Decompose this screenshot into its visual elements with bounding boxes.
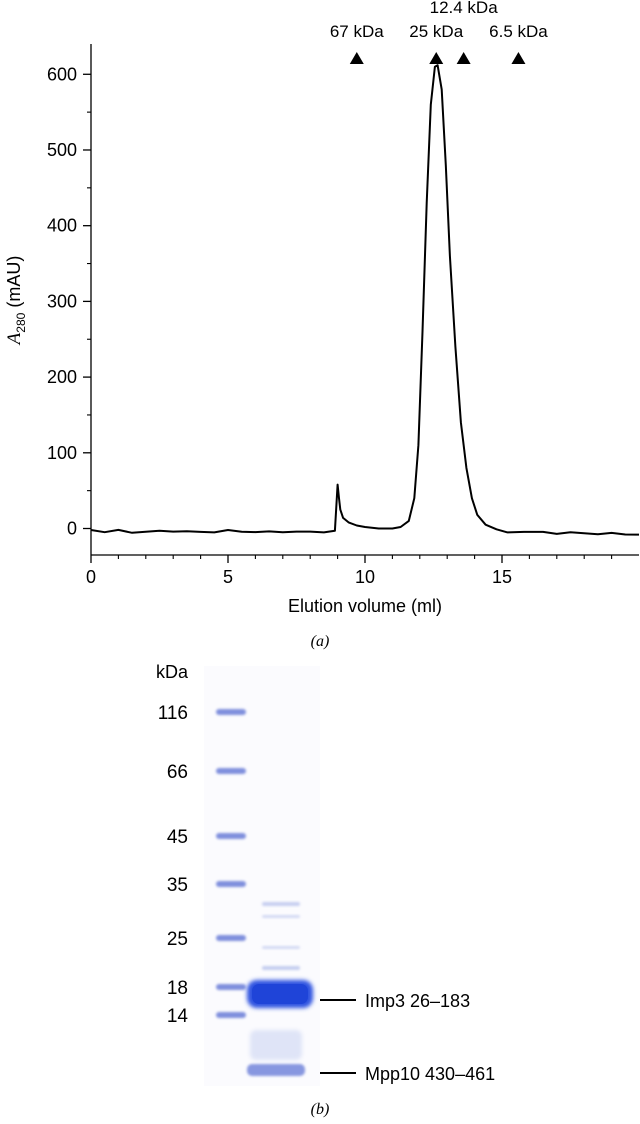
chromatogram-panel: 0 100 200 300 400 500 600 0 5 10 15 67 kDa 25 kDa 1… (4, 0, 640, 650)
ladder-band (216, 881, 246, 887)
faint-band (262, 966, 300, 970)
y-axis-ticks: 0 100 200 300 400 500 600 (47, 64, 91, 539)
y-tick-label: 100 (47, 443, 77, 463)
y-axis-label-unit: (mAU) (4, 256, 24, 313)
y-axis-label-symbol: A (4, 332, 25, 346)
faint-band (262, 902, 300, 906)
ladder-band (216, 935, 246, 941)
x-axis-ticks: 0 5 10 15 (86, 555, 613, 587)
mpp10-haze (250, 1030, 302, 1060)
y-tick-label: 300 (47, 291, 77, 311)
sample-lane (247, 902, 313, 1076)
ladder-band (216, 1012, 246, 1018)
marker-label: 12.4 kDa (430, 0, 499, 17)
mpp10-band (247, 1064, 305, 1076)
ladder-size-label: 66 (167, 762, 188, 783)
ladder-band (216, 768, 246, 774)
marker-triangle (456, 52, 471, 64)
x-tick-label: 0 (86, 567, 96, 587)
y-tick-label: 600 (47, 64, 77, 84)
ladder-band (216, 984, 246, 990)
ladder-size-label: 18 (167, 978, 188, 999)
marker-label: 67 kDa (330, 22, 384, 41)
absorbance-trace (90, 64, 640, 536)
panel-a-caption: (a) (311, 633, 330, 650)
ladder-size-label: 116 (158, 703, 188, 724)
y-axis-label-subscript: 280 (14, 312, 28, 332)
size-standard-markers: 67 kDa 25 kDa 12.4 kDa 6.5 kDa (330, 0, 548, 64)
y-axis-label: A280 (mAU) (4, 256, 28, 347)
mpp10-label: Mpp10 430–461 (365, 1064, 495, 1084)
ladder-size-label: 25 (167, 929, 188, 950)
x-tick-label: 5 (223, 567, 233, 587)
faint-band (262, 946, 300, 949)
marker-triangle (511, 52, 526, 64)
marker-triangle (429, 52, 444, 64)
y-tick-label: 200 (47, 367, 77, 387)
y-tick-label: 400 (47, 216, 77, 236)
gel-unit-label: kDa (156, 662, 189, 682)
ladder-size-label: 45 (167, 827, 188, 848)
gel-background (204, 666, 320, 1086)
ladder-size-label: 14 (167, 1006, 189, 1027)
x-tick-label: 10 (355, 567, 375, 587)
y-tick-label: 500 (47, 140, 77, 160)
panel-b-caption: (b) (311, 1101, 330, 1118)
imp3-band-core (252, 984, 308, 1004)
marker-ladder: 116 66 45 35 25 18 14 (158, 703, 246, 1027)
imp3-label: Imp3 26–183 (365, 991, 470, 1011)
marker-triangle (349, 52, 364, 64)
x-axis-label: Elution volume (ml) (288, 596, 442, 616)
ladder-band (216, 709, 246, 715)
ladder-band (216, 833, 246, 839)
marker-label: 25 kDa (409, 22, 463, 41)
faint-band (262, 915, 300, 918)
plot-frame (90, 44, 639, 556)
x-tick-label: 15 (492, 567, 512, 587)
marker-label: 6.5 kDa (489, 22, 548, 41)
ladder-size-label: 35 (167, 875, 188, 896)
gel-panel: kDa 116 66 45 35 25 18 14 Imp3 26–183 Mpp10 43… (156, 662, 495, 1118)
y-tick-label: 0 (67, 519, 77, 539)
